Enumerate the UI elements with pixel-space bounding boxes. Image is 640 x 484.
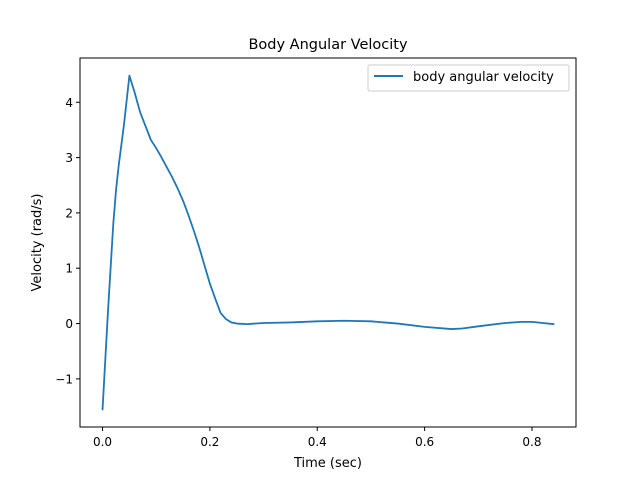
x-tick-label: 0.8	[522, 435, 541, 449]
legend-box	[367, 64, 570, 92]
x-tick-label: 0.0	[93, 435, 112, 449]
y-tick-label: 2	[65, 206, 73, 220]
y-axis-label: Velocity (rad/s)	[30, 194, 45, 292]
x-axis-label: Time (sec)	[293, 456, 362, 471]
y-axis-ticks: −1 0 1 2 3 4	[55, 96, 80, 386]
legend-label: body angular velocity	[413, 70, 554, 85]
axes-frame	[79, 57, 577, 428]
legend: body angular velocity	[367, 64, 570, 92]
y-tick-label: 0	[65, 317, 73, 331]
x-tick-label: 0.6	[415, 435, 434, 449]
y-tick-label: 4	[65, 96, 73, 110]
y-tick-label: 3	[65, 151, 73, 165]
x-axis-ticks: 0.0 0.2 0.4 0.6 0.8	[93, 427, 542, 449]
y-tick-label: 1	[65, 262, 73, 276]
series-line	[101, 74, 555, 411]
x-tick-label: 0.2	[200, 435, 219, 449]
chart-title: Body Angular Velocity	[248, 37, 408, 53]
plot-area	[101, 74, 555, 411]
y-tick-label: −1	[55, 372, 73, 386]
x-tick-label: 0.4	[308, 435, 327, 449]
